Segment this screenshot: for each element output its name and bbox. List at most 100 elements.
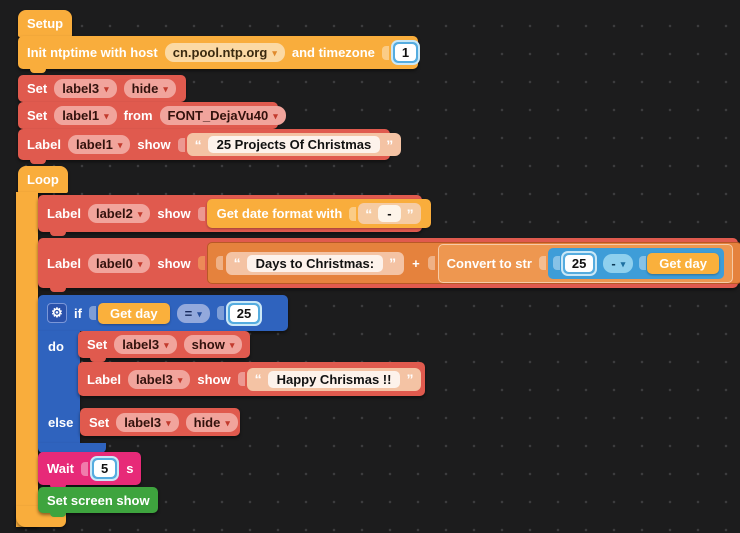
label3-dropdown[interactable]: label3 ▾ [114,335,177,354]
label2-dropdown[interactable]: label2 ▾ [87,204,151,223]
dropdown-arrow-icon: ▾ [197,308,202,319]
setup-hat-block[interactable]: Setup [18,10,73,41]
label1-dropdown[interactable]: label1 ▾ [67,135,131,154]
show-text: show [157,255,191,271]
dropdown-arrow-icon: ▾ [272,48,277,58]
value-plug [639,256,647,270]
get-day-block[interactable]: Get day [647,252,719,274]
dropdown-arrow-icon: ▾ [164,340,169,350]
value-plug [197,206,205,221]
get-date-format-label: Get date format with [216,206,343,221]
wait-keyword: Wait [47,461,74,476]
label3-dropdown[interactable]: label3 ▾ [54,79,117,98]
number-25-block[interactable]: 25 [560,250,598,276]
subtract-expression-block[interactable]: 25 - ▾ Get day [547,247,724,279]
do-set-label3-show-block[interactable]: Set label3 ▾ show ▾ [78,331,250,362]
separator-text-block[interactable]: “ - ” [358,203,421,224]
from-text: from [123,108,153,123]
string-join-block[interactable]: “ Days to Christmas: ” + Convert to str … [206,242,740,284]
dropdown-arrow-icon: ▾ [137,209,143,219]
label-keyword: Label [47,206,81,221]
init-ntptime-block[interactable]: Init ntptime with host cn.pool.ntp.org ▾… [18,36,421,73]
set-keyword: Set [27,81,48,96]
label2-value: label2 [95,206,133,221]
init-ntptime-text: Init ntptime with host [27,45,158,60]
show-text: show [137,137,171,152]
convert-to-str-block[interactable]: Convert to str 25 - ▾ Get day [437,243,733,283]
set-screen-show-block[interactable]: Set screen show [38,487,158,517]
text-block[interactable]: “ 25 Projects Of Christmas ” [186,133,402,156]
set-keyword: Set [27,108,48,123]
value-plug [381,45,389,60]
label3-dropdown[interactable]: label3 ▾ [116,412,179,432]
label3-value: label3 [135,371,173,387]
close-quote: ” [406,205,414,222]
wait-number-field[interactable]: 5 [93,460,116,477]
close-quote: ” [406,371,414,387]
set-keyword: Set [89,414,110,430]
number-25-field[interactable]: 25 [229,304,259,322]
if-block-spine[interactable]: do else [38,331,80,443]
label1-dropdown[interactable]: label1 ▾ [54,106,117,125]
get-day-block[interactable]: Get day [97,302,170,324]
value-plug [197,256,205,270]
get-date-format-block[interactable]: Get date format with “ - ” [206,199,431,228]
minus-operator-dropdown[interactable]: - ▾ [603,253,634,273]
text-field[interactable]: 25 Projects Of Christmas [207,136,381,153]
value-plug [216,306,224,320]
host-dropdown[interactable]: cn.pool.ntp.org ▾ [164,43,285,62]
get-day-label: Get day [659,255,707,271]
wait-block[interactable]: Wait 5 s [38,452,141,489]
value-plug [215,256,223,270]
timezone-field[interactable]: 1 [394,44,417,61]
dropdown-arrow-icon: ▾ [229,340,235,350]
seconds-unit: s [126,461,134,476]
separator-field[interactable]: - [378,205,401,222]
set-label1-font-block[interactable]: Set label1 ▾ from FONT_DejaVu40 ▾ [18,102,286,133]
dropdown-arrow-icon: ▾ [104,111,109,121]
loop-hat-block[interactable]: Loop [18,166,68,193]
show-text: show [197,371,231,387]
setup-label: Setup [27,16,64,31]
label-label2-show-block[interactable]: Label label2 ▾ show Get date format with… [38,195,431,236]
number-25-block[interactable]: 25 [225,300,263,326]
dropdown-arrow-icon: ▾ [104,84,109,94]
dropdown-arrow-icon: ▾ [177,374,183,385]
hide-dropdown[interactable]: hide ▾ [185,412,238,432]
value-plug [88,306,96,320]
do-label-label3-show-block[interactable]: Label label3 ▾ show “ Happy Chrismas !! … [78,362,425,396]
font-dropdown[interactable]: FONT_DejaVu40 ▾ [159,106,286,125]
number-25-field[interactable]: 25 [564,254,594,272]
happy-text-block[interactable]: “ Happy Chrismas !! ” [246,367,422,391]
label-label1-show-block[interactable]: Label label1 ▾ show “ 25 Projects Of Chr… [18,129,402,164]
show-text: show [157,206,191,221]
label1-value: label1 [62,108,100,123]
value-plug [427,256,435,270]
open-quote: “ [365,205,373,222]
close-quote: ” [386,136,394,153]
loop-label: Loop [27,172,59,187]
set-keyword: Set [87,337,108,352]
if-keyword: if [74,305,82,321]
else-set-label3-hide-block[interactable]: Set label3 ▾ hide ▾ [80,408,240,436]
happy-text-field[interactable]: Happy Chrismas !! [267,370,401,388]
label3-dropdown[interactable]: label3 ▾ [127,369,191,389]
set-label3-hide-block[interactable]: Set label3 ▾ hide ▾ [18,75,186,106]
show-value: show [191,337,225,352]
gear-icon[interactable]: ⚙ [47,303,67,323]
label-label0-show-block[interactable]: Label label0 ▾ show “ Days to Christmas:… [38,238,740,292]
loop-block-spine[interactable] [16,192,38,527]
equals-operator-dropdown[interactable]: = ▾ [176,303,210,323]
wait-number-block[interactable]: 5 [89,456,120,481]
timezone-number-block[interactable]: 1 [390,40,421,65]
label-keyword: Label [87,371,121,387]
if-block-header[interactable]: ⚙ if Get day = ▾ 25 [38,295,288,331]
show-dropdown[interactable]: show ▾ [183,335,243,354]
days-text-block[interactable]: “ Days to Christmas: ” [225,251,405,275]
convert-to-str-label: Convert to str [446,255,532,271]
days-text-field[interactable]: Days to Christmas: [246,254,384,272]
label0-dropdown[interactable]: label0 ▾ [87,253,151,273]
dropdown-arrow-icon: ▾ [273,111,278,121]
hide-dropdown[interactable]: hide ▾ [123,79,176,98]
